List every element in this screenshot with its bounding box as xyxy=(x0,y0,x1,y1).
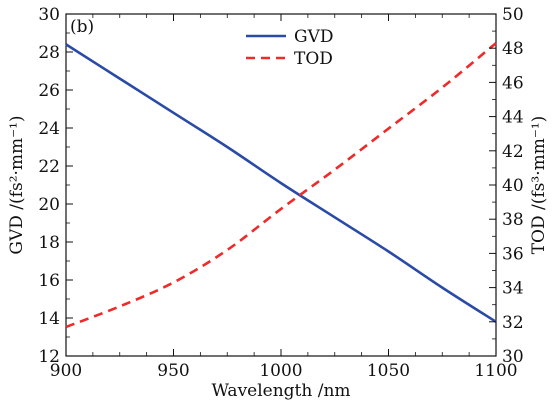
y-left-axis-title: GVD /(fs²·mm⁻¹) xyxy=(7,115,27,254)
y-right-tick-label: 42 xyxy=(502,142,524,162)
y-right-tick-label: 44 xyxy=(502,108,524,128)
y-right-tick-label: 38 xyxy=(502,210,524,230)
x-tick-label: 1000 xyxy=(259,361,302,381)
y-left-tick-label: 28 xyxy=(38,43,60,63)
tick-layer xyxy=(65,13,497,357)
x-tick-label: 1050 xyxy=(367,361,410,381)
y-left-tick-label: 20 xyxy=(38,195,60,215)
y-right-tick-label: 48 xyxy=(502,39,524,59)
y-left-tick-label: 26 xyxy=(38,81,60,101)
x-tick-label: 1100 xyxy=(474,361,517,381)
y-left-tick-label: 22 xyxy=(38,157,60,177)
x-tick-label: 950 xyxy=(157,361,189,381)
y-left-tick-label: 24 xyxy=(38,119,60,139)
y-right-tick-label: 46 xyxy=(502,73,524,93)
y-left-tick-label: 12 xyxy=(38,347,60,367)
y-left-tick-label: 30 xyxy=(38,5,60,25)
label-layer: 900 950 1000 1050 1100 12 14 16 18 20 22 24 26 28 30 30… xyxy=(7,5,549,401)
y-left-tick-label: 18 xyxy=(38,233,60,253)
legend-label-tod: TOD xyxy=(294,49,333,69)
panel-label: (b) xyxy=(70,17,94,37)
y-left-tick-label: 16 xyxy=(38,271,60,291)
y-right-tick-label: 30 xyxy=(502,347,524,367)
y-right-tick-label: 36 xyxy=(502,244,524,264)
x-tick-label: 900 xyxy=(50,361,82,381)
legend-label-gvd: GVD xyxy=(294,27,334,47)
y-right-tick-label: 40 xyxy=(502,176,524,196)
y-right-tick-label: 34 xyxy=(502,279,524,299)
y-right-tick-label: 50 xyxy=(502,5,524,25)
y-right-axis-title: TOD /(fs³·mm⁻¹) xyxy=(529,116,549,255)
plot-area xyxy=(65,13,497,357)
x-axis-title: Wavelength /nm xyxy=(211,381,350,401)
series-layer xyxy=(65,42,497,329)
series-line-gvd xyxy=(65,43,497,323)
series-line-tod xyxy=(65,42,497,329)
y-left-tick-label: 14 xyxy=(38,309,60,329)
y-right-tick-label: 32 xyxy=(502,313,524,333)
plot-frame xyxy=(65,13,497,357)
